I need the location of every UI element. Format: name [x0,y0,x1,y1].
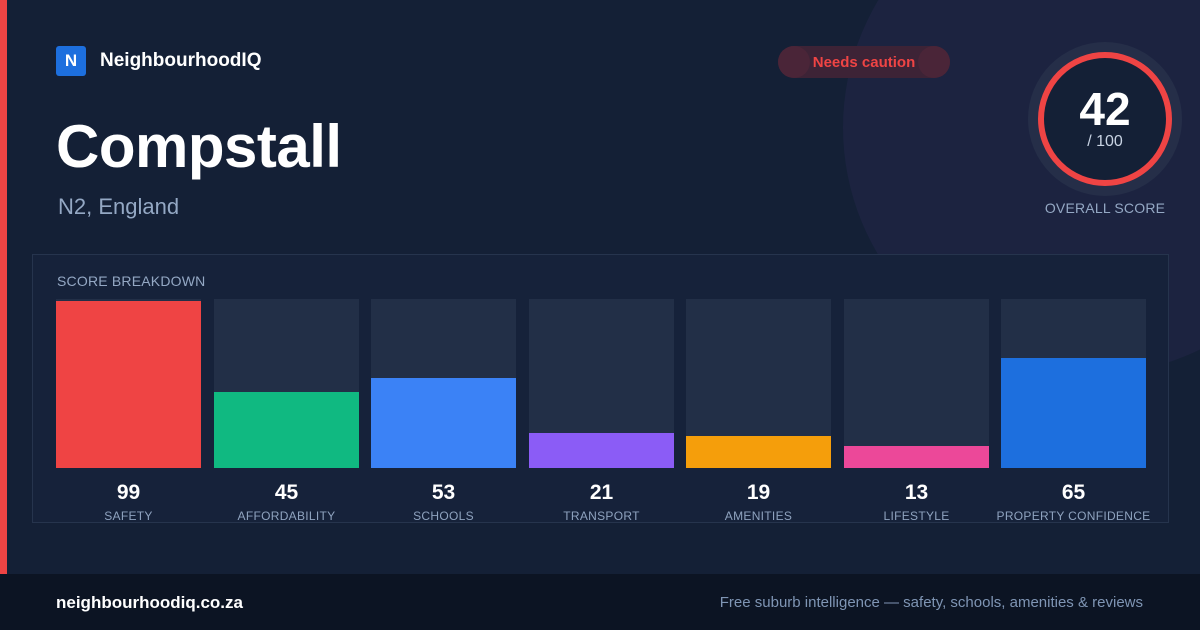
bar-label: PROPERTY CONFIDENCE [996,509,1151,523]
breakdown-title: SCORE BREAKDOWN [57,273,206,289]
bar-label: SCHOOLS [413,509,474,523]
bar-fill [686,436,831,468]
breakdown-bars: 99 SAFETY 45 AFFORDABILITY 53 SCHOOLS 21 TRANSP… [56,299,1150,523]
bar-value: 99 [116,481,141,504]
bar-value: 19 [746,481,771,504]
overall-score-label: OVERALL SCORE [1044,200,1166,216]
status-badge: Needs caution [778,46,950,78]
bar-value: 13 [904,481,929,504]
overall-score-ring: 42 / 100 [1038,52,1172,186]
brand-name: NeighbourhoodIQ [100,50,262,71]
footer-tagline: Free suburb intelligence — safety, schoo… [719,594,1143,611]
bar-track [844,299,989,468]
bar-label: TRANSPORT [563,509,640,523]
bar-track [529,299,674,468]
brand: N NeighbourhoodIQ [56,46,261,76]
bar-fill [844,446,989,468]
bar-fill [1001,358,1146,468]
bar-track [686,299,831,468]
overall-score-max: / 100 [1087,133,1123,150]
brand-logo-icon: N [56,46,86,76]
location-subtitle: N2, England [58,194,180,219]
bar-label: AFFORDABILITY [237,509,336,523]
status-badge-label: Needs caution [812,53,916,71]
overall-score-value: 42 [1079,83,1131,135]
bar-track [214,299,359,468]
og-card: N NeighbourhoodIQ Needs caution Compstal… [0,0,1182,574]
bar-fill [56,301,201,468]
bar-label: LIFESTYLE [883,509,950,523]
bar-fill [371,378,516,468]
accent-strip [0,0,7,574]
bar-track [1001,299,1146,468]
bar-fill [529,433,674,468]
bar-track [56,299,201,468]
footer: neighbourhoodiq.co.za Free suburb intell… [0,574,1200,630]
bar-fill [214,392,359,468]
bar-value: 65 [1061,481,1086,504]
bar-label: AMENITIES [724,509,793,523]
bar-value: 21 [589,481,614,504]
page-title: Compstall [56,113,342,180]
bar-value: 45 [274,481,299,504]
bar-label: SAFETY [104,509,153,523]
bar-value: 53 [431,481,456,504]
bar-track [371,299,516,468]
score-breakdown-panel: SCORE BREAKDOWN 99 SAFETY 45 AFFORDABILITY 5… [32,254,1169,523]
footer-domain: neighbourhoodiq.co.za [56,593,243,612]
